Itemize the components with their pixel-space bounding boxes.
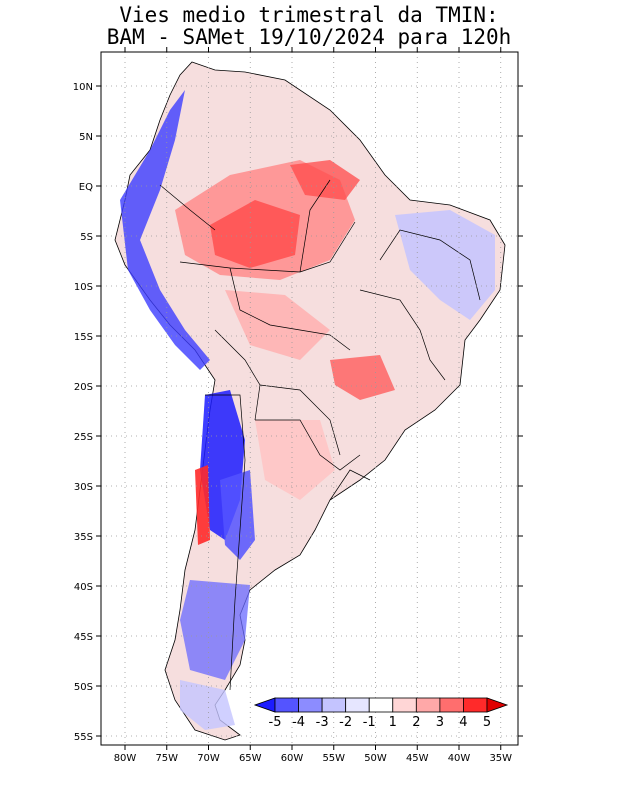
- warm-bias-chile-coast: [195, 465, 210, 545]
- colorbar-label: -1: [363, 715, 376, 730]
- lat-label: 25S: [74, 432, 93, 443]
- colorbar-segment: [298, 697, 323, 713]
- warm-bias-south: [255, 420, 335, 500]
- cold-bias-patagonia: [180, 580, 250, 680]
- lon-label: 40W: [448, 753, 471, 764]
- cold-bias-patagonia-light: [180, 680, 235, 730]
- longitude-labels: 80W 75W 70W 65W 60W 55W 50W 45W 40W 35W: [114, 47, 512, 764]
- lon-label: 45W: [406, 753, 429, 764]
- warm-bias-central: [225, 290, 330, 360]
- warm-bias-pantanal: [330, 355, 395, 400]
- lat-label: 40S: [74, 582, 93, 593]
- map-title-line2: BAM - SAMet 19/10/2024 para 120h: [106, 25, 512, 49]
- latitude-labels: 10N 5N EQ 5S 10S 15S 20S 25S 30S 35S 40S 45S 50S 55S: [73, 82, 523, 743]
- cold-bias-northeast: [395, 210, 495, 320]
- graticule: [101, 52, 518, 745]
- colorbar-segment: [321, 697, 347, 713]
- cold-bias-andes-north: [120, 90, 210, 370]
- lat-label: 45S: [74, 632, 93, 643]
- colorbar-segment: [368, 697, 394, 713]
- colorbar-segment: [392, 697, 417, 713]
- colorbar-segment: [274, 697, 299, 713]
- lon-label: 55W: [322, 753, 345, 764]
- lon-label: 50W: [364, 753, 387, 764]
- lat-label: 30S: [74, 482, 93, 493]
- colorbar-segment: [463, 697, 488, 713]
- lon-label: 35W: [489, 753, 512, 764]
- warm-bias-north: [290, 160, 360, 200]
- country-borders: [159, 179, 481, 691]
- lat-label: 35S: [74, 532, 93, 543]
- lon-label: 75W: [155, 753, 178, 764]
- warm-bias-amazon-core: [210, 200, 300, 268]
- lon-label: 80W: [114, 753, 137, 764]
- map-content: [101, 52, 518, 745]
- colorbar-segment: [345, 697, 370, 713]
- cold-bias-argentina: [220, 470, 255, 560]
- lat-label: 20S: [74, 382, 93, 393]
- colorbar: -5 -4 -3 -2 -1 1 2 3 4 5: [253, 697, 509, 730]
- lon-label: 70W: [197, 753, 220, 764]
- lat-label: 55S: [74, 732, 93, 743]
- lon-label: 65W: [239, 753, 262, 764]
- colorbar-label: -5: [269, 715, 282, 730]
- lat-label: 50S: [74, 682, 93, 693]
- colorbar-segment: [439, 697, 464, 713]
- colorbar-label: -2: [339, 715, 352, 730]
- map-title-line1: Vies medio trimestral da TMIN:: [119, 3, 499, 27]
- colorbar-label: 2: [412, 715, 420, 730]
- colorbar-arrow-high: [486, 697, 509, 713]
- lat-label: EQ: [79, 182, 93, 193]
- colorbar-label: 4: [459, 715, 467, 730]
- map-frame: [100, 51, 519, 746]
- colorbar-label: 1: [389, 715, 397, 730]
- colorbar-label: -4: [292, 715, 305, 730]
- colorbar-arrow-low: [253, 697, 276, 713]
- colorbar-label: 3: [436, 715, 444, 730]
- colorbar-segment: [415, 697, 441, 713]
- lat-label: 5S: [80, 232, 93, 243]
- colorbar-label: 5: [483, 715, 491, 730]
- colorbar-label: -3: [316, 715, 329, 730]
- lat-label: 10S: [74, 282, 93, 293]
- lat-label: 10N: [73, 82, 93, 93]
- lat-label: 15S: [74, 332, 93, 343]
- lon-label: 60W: [281, 753, 304, 764]
- lat-label: 5N: [79, 132, 93, 143]
